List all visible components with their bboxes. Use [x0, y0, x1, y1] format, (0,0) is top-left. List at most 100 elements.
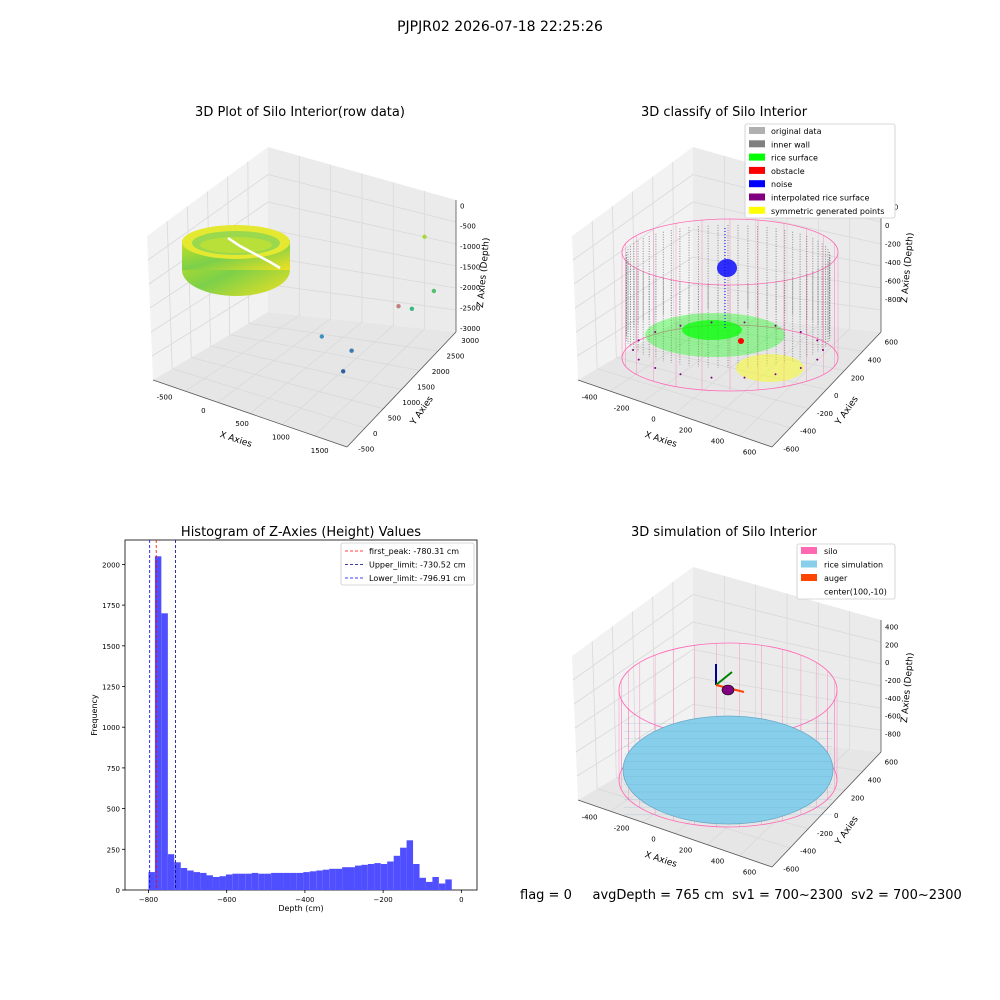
z-tick-label: -400	[885, 259, 901, 267]
histogram-bar	[219, 876, 226, 890]
raw-outlier-point	[422, 234, 427, 239]
histogram-bar	[342, 867, 349, 890]
histogram-bar	[258, 873, 265, 890]
y-tick-label: 0	[834, 812, 838, 820]
x-tick-label: 200	[679, 427, 692, 435]
interpolated-surface-point	[679, 324, 682, 327]
x-tick-label: 200	[679, 847, 692, 855]
interpolated-surface-point	[743, 376, 746, 379]
histogram-bar	[180, 868, 188, 890]
legend-label: obstacle	[771, 167, 805, 176]
interpolated-surface-point	[822, 349, 824, 351]
z-tick-label: 0	[885, 222, 889, 230]
histogram-title: Histogram of Z-Axies (Height) Values	[181, 525, 421, 540]
y-tick-label: 2000	[102, 561, 120, 569]
histogram-bar	[387, 861, 394, 890]
histogram-bar	[245, 873, 252, 890]
legend-label: noise	[771, 180, 792, 189]
figure-title: PJPJR02 2026-07-18 22:25:26	[397, 19, 603, 35]
histogram-bar	[322, 869, 330, 890]
histogram-bar	[419, 877, 426, 890]
y-tick-label: 1000	[402, 399, 420, 407]
raw-outlier-point	[409, 306, 415, 311]
histogram-bar	[251, 872, 259, 890]
rice-simulation-surface	[622, 715, 834, 825]
z-tick-label: -1000	[460, 243, 480, 251]
histogram-bar	[277, 872, 284, 890]
legend-swatch	[749, 127, 765, 134]
x-tick-label: -500	[157, 393, 173, 401]
histogram-bar	[174, 862, 181, 890]
x-tick-label: −800	[139, 896, 158, 904]
auger-y-arrow	[715, 671, 733, 686]
legend-label: interpolated rice surface	[771, 194, 869, 203]
x-axis-line	[577, 379, 773, 448]
x-tick-label: 400	[711, 438, 724, 446]
interpolated-surface-point	[799, 367, 802, 369]
histogram-bar	[213, 877, 220, 890]
simulation-x-axis-label: X Axies	[643, 850, 678, 870]
classify-plot-title: 3D classify of Silo Interior	[641, 105, 808, 120]
raw-outlier-point	[396, 304, 401, 309]
y-tick-label: 500	[107, 806, 120, 814]
legend-label: auger	[824, 574, 848, 583]
legend-label: first_peak: -780.31 cm	[369, 547, 459, 556]
histogram-y-axis-label: Frequency	[90, 694, 99, 736]
z-tick-label: -400	[885, 695, 901, 703]
wall-grid-line	[151, 284, 269, 357]
x-tick-label: -200	[614, 404, 630, 412]
y-tick-label: 0	[834, 392, 838, 400]
legend-swatch	[749, 180, 765, 188]
wall-grid-line	[692, 704, 882, 731]
histogram-bar	[393, 855, 401, 890]
histogram-bar	[432, 877, 439, 890]
y-tick-label: -500	[358, 446, 374, 454]
x-tick-label: −400	[295, 896, 314, 904]
classify-x-axis-label: X Axies	[643, 430, 678, 450]
legend-label: inner wall	[771, 140, 810, 149]
legend-label: symmetric generated points	[771, 207, 884, 216]
status-line: flag = 0 avgDepth = 765 cm sv1 = 700~230…	[520, 888, 962, 903]
legend-label: center(100,-10)	[824, 588, 887, 597]
y-tick-label: 2500	[447, 352, 465, 360]
y-tick-label: 200	[851, 794, 864, 802]
y-tick-label: 1500	[417, 383, 435, 391]
histogram-bar	[271, 872, 278, 890]
y-tick-label: 1500	[102, 643, 120, 651]
histogram-bar	[400, 847, 407, 890]
y-tick-label: 600	[885, 339, 898, 347]
y-tick-label: 500	[388, 415, 401, 423]
y-tick-label: 3000	[461, 337, 479, 345]
legend-swatch	[801, 547, 817, 554]
histogram-bar	[154, 556, 162, 890]
x-tick-label: -400	[582, 393, 598, 401]
histogram-bar	[438, 883, 446, 890]
histogram-bar	[348, 867, 355, 890]
classify-3d-plot: 3D classify of Silo Interior -400 -200 0 20…	[572, 105, 916, 457]
pane-left	[572, 147, 693, 380]
x-tick-label: −600	[217, 896, 236, 904]
histogram-bar	[232, 873, 239, 890]
histogram-bar	[374, 863, 381, 890]
z-tick-label: 0	[885, 659, 889, 667]
x-axis-line	[152, 379, 348, 448]
histogram-bar	[167, 854, 175, 890]
legend-frame	[744, 123, 896, 219]
histogram-bar	[380, 864, 388, 890]
histogram-bar	[148, 872, 155, 890]
simulation-3d-plot: 3D simulation of Silo Interior -400 -200 0…	[572, 525, 916, 877]
x-tick-label: 600	[743, 869, 756, 877]
z-tick-label: -1500	[460, 264, 480, 272]
x-tick-label: 1500	[311, 447, 329, 455]
z-tick-label: -800	[885, 296, 901, 304]
interpolated-surface-point	[799, 331, 802, 333]
wall-grid-line	[576, 284, 694, 357]
histogram-bar	[329, 868, 336, 890]
legend-label: Lower_limit: -796.91 cm	[369, 574, 466, 583]
interpolated-surface-point	[774, 373, 777, 376]
y-tick-label: 1750	[102, 602, 120, 610]
y-tick-label: 0	[116, 887, 120, 895]
y-tick-label: 1250	[102, 684, 120, 692]
simulation-z-axis-label: Z Axies (Depth)	[900, 652, 916, 723]
